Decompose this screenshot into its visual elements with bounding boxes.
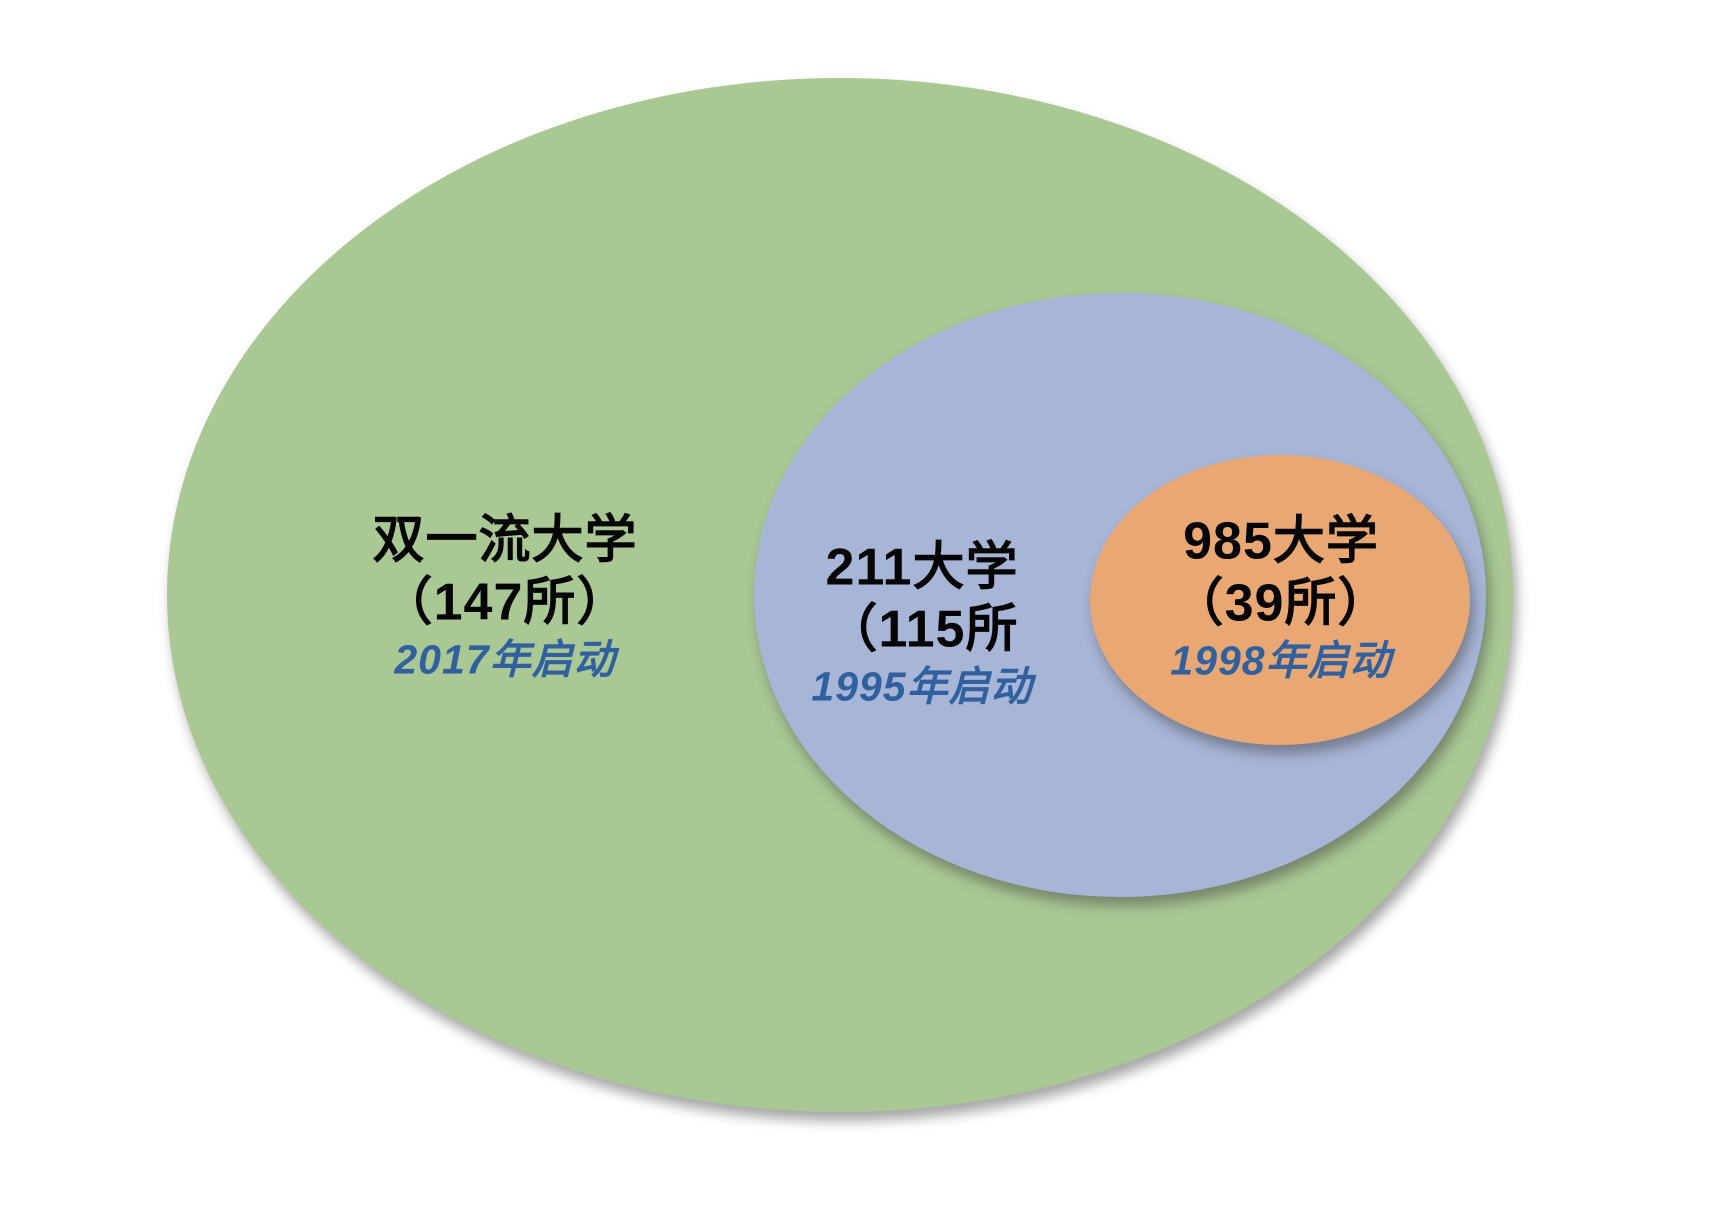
project-211-note: 1995年启动: [811, 663, 1033, 710]
project-985-count: （39所）: [1171, 574, 1391, 633]
project-211-name: 211大学: [825, 538, 1019, 597]
project-211-label: 211大学 （115所 1995年启动: [811, 537, 1032, 714]
project-211-count: （115所: [825, 600, 1019, 659]
double-first-class-name: 双一流大学: [372, 511, 638, 570]
double-first-class-count: （147所）: [380, 573, 630, 632]
project-985-note: 1998年启动: [1170, 637, 1392, 684]
project-985-ellipse: [1090, 455, 1470, 745]
double-first-class-note: 2017年启动: [394, 636, 616, 683]
project-985-name: 985大学: [1183, 512, 1379, 571]
project-985-label: 985大学 （39所） 1998年启动: [1170, 511, 1391, 688]
double-first-class-label: 双一流大学 （147所） 2017年启动: [372, 510, 637, 687]
